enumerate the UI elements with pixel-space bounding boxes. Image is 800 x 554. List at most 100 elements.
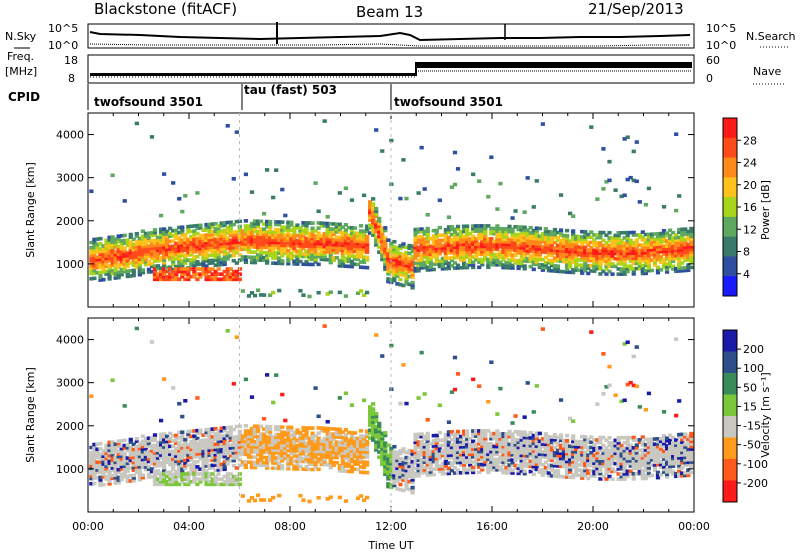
echo-cell bbox=[471, 260, 476, 265]
echo-cell bbox=[377, 442, 382, 447]
echo-cell bbox=[319, 444, 324, 449]
echo-cell bbox=[222, 249, 227, 254]
noise-left-tick-bottom: 10^0 bbox=[48, 39, 78, 52]
echo-cell bbox=[552, 264, 558, 268]
echo-cell bbox=[234, 277, 239, 282]
echo-cell bbox=[174, 477, 179, 481]
echo-cell bbox=[346, 454, 352, 458]
echo-cell bbox=[346, 238, 352, 243]
echo-cell bbox=[386, 453, 391, 458]
echo-cell bbox=[440, 243, 445, 248]
echo-cell bbox=[140, 452, 146, 457]
echo-cell bbox=[355, 252, 361, 256]
echo-cell bbox=[631, 251, 636, 255]
echo-cell bbox=[101, 475, 106, 479]
echo-cell bbox=[328, 432, 333, 436]
echo-cell bbox=[434, 233, 439, 238]
echo-cell bbox=[95, 242, 100, 247]
echo-cell bbox=[537, 247, 542, 251]
echo-cell bbox=[386, 466, 391, 471]
echo-cell bbox=[313, 444, 318, 449]
echo-cell bbox=[237, 219, 242, 224]
echo-cell bbox=[398, 259, 403, 264]
echo-cell bbox=[625, 233, 630, 238]
echo-cell bbox=[265, 255, 270, 260]
echo-cell bbox=[525, 256, 530, 261]
echo-cell bbox=[261, 463, 267, 468]
echo-cell bbox=[410, 275, 415, 280]
echo-cell bbox=[449, 450, 455, 455]
echo-cell bbox=[516, 450, 521, 455]
echo-cell bbox=[204, 267, 209, 271]
echo-cell bbox=[189, 250, 194, 254]
echo-cell bbox=[334, 445, 339, 450]
echo-cell bbox=[534, 262, 539, 267]
echo-cell bbox=[131, 250, 136, 255]
echo-cell bbox=[371, 417, 376, 422]
echo-cell bbox=[192, 444, 197, 449]
echo-cell bbox=[298, 451, 303, 456]
echo-cell bbox=[498, 263, 503, 267]
echo-cell bbox=[419, 471, 424, 475]
echo-cell bbox=[452, 453, 458, 457]
echo-cell bbox=[383, 464, 388, 469]
echo-cell bbox=[371, 412, 376, 417]
echo-cell bbox=[158, 258, 164, 263]
echo-cell bbox=[598, 251, 603, 256]
echo-cell bbox=[446, 227, 452, 232]
echo-cell bbox=[322, 436, 327, 441]
echo-cell bbox=[486, 257, 491, 262]
echo-cell bbox=[564, 259, 570, 264]
echo-cell bbox=[234, 424, 239, 429]
echo-cell bbox=[265, 243, 270, 247]
echo-cell bbox=[249, 232, 255, 236]
echo-cell bbox=[346, 469, 352, 474]
echo-cell bbox=[277, 235, 282, 240]
echo-cell bbox=[328, 452, 333, 457]
echo-cell bbox=[416, 432, 421, 437]
echo-cell bbox=[483, 444, 488, 449]
echo-cell bbox=[443, 443, 449, 447]
echo-cell bbox=[334, 230, 339, 234]
echo-cell bbox=[168, 482, 173, 487]
echo-cell bbox=[298, 459, 303, 464]
echo-cell bbox=[98, 262, 103, 267]
echo-cell bbox=[455, 237, 461, 242]
echo-cell bbox=[304, 231, 309, 236]
echo-cell bbox=[128, 248, 133, 252]
echo-cell bbox=[161, 245, 167, 249]
echo-cell bbox=[349, 244, 355, 248]
echo-cell bbox=[255, 493, 261, 498]
echo-cell bbox=[265, 235, 270, 239]
echo-cell bbox=[225, 425, 230, 430]
echo-cell bbox=[480, 447, 485, 451]
echo-cell bbox=[168, 452, 173, 456]
echo-cell bbox=[564, 236, 570, 241]
echo-cell bbox=[495, 242, 500, 246]
echo-cell bbox=[298, 249, 303, 253]
echo-cell bbox=[198, 428, 203, 433]
echo-cell bbox=[337, 443, 342, 447]
echo-cell bbox=[258, 258, 264, 262]
echo-cell bbox=[519, 461, 524, 465]
echo-cell bbox=[213, 277, 218, 282]
echo-cell bbox=[374, 333, 379, 337]
echo-cell bbox=[631, 178, 636, 183]
echo-cell bbox=[219, 229, 224, 233]
echo-cell bbox=[540, 239, 545, 244]
echo-cell bbox=[134, 231, 139, 236]
echo-cell bbox=[98, 265, 103, 269]
echo-cell bbox=[307, 231, 312, 236]
echo-cell bbox=[455, 242, 461, 247]
echo-cell bbox=[246, 447, 252, 452]
echo-cell bbox=[301, 459, 306, 464]
echo-cell bbox=[113, 237, 118, 242]
echo-cell bbox=[165, 470, 170, 475]
echo-cell bbox=[92, 473, 97, 478]
echo-cell bbox=[471, 255, 476, 259]
echo-cell bbox=[446, 445, 452, 450]
echo-cell bbox=[543, 263, 548, 267]
echo-cell bbox=[483, 434, 488, 438]
echo-cell bbox=[349, 241, 355, 246]
echo-cell bbox=[671, 246, 676, 251]
